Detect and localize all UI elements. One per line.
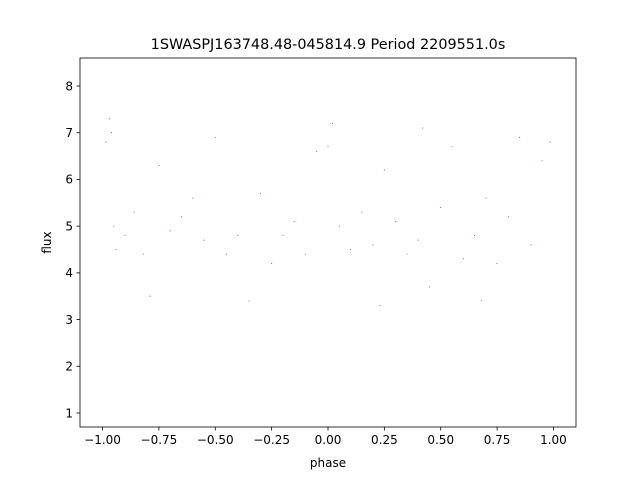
data-point [304,253,307,255]
x-tick-label: 1.00 [540,433,567,447]
data-point [549,141,551,143]
data-point [440,206,442,209]
data-point [350,248,352,251]
data-point [428,286,431,288]
data-point [480,300,482,302]
data-point [226,253,228,255]
y-axis-ticks: 1 2 3 4 5 6 7 8 [65,79,80,420]
data-point [248,300,250,302]
data-point [169,230,171,232]
chart-title: 1SWASPJ163748.48-045814.9 Period 2209551… [151,37,506,53]
data-point [111,132,113,134]
data-point [485,197,487,199]
y-tick-label: 6 [65,173,73,187]
data-point [462,258,464,260]
data-point [293,220,295,223]
x-tick-label: 0.00 [315,433,342,447]
data-point [422,127,424,129]
x-axis-label: phase [310,456,346,470]
x-tick-label: −0.25 [253,433,290,447]
data-point [271,262,273,265]
data-point [259,192,261,195]
data-point [541,160,543,162]
x-tick-label: 0.50 [427,433,454,447]
plot-area-frame [79,57,577,428]
data-point [158,164,160,166]
data-point [496,262,498,265]
x-axis-ticks: −1.00 −0.75 −0.50 −0.25 0.00 0.25 0.50 0.75 1.00 [84,427,567,447]
y-tick-label: 2 [65,360,73,374]
data-point [361,211,363,213]
data-point [237,234,239,237]
y-tick-label: 4 [65,266,73,280]
y-tick-label: 1 [65,406,73,420]
data-point [331,122,334,124]
data-point [124,234,126,237]
data-point [192,197,194,199]
data-point [474,234,476,237]
data-point [105,141,107,143]
y-axis-label: flux [40,231,54,253]
data-point [203,239,205,241]
y-tick-label: 8 [65,79,73,93]
x-tick-label: −0.75 [141,433,178,447]
data-point [451,146,453,148]
data-point [406,253,408,255]
y-tick-label: 7 [65,126,73,140]
data-point [115,248,117,251]
x-tick-label: −0.50 [197,433,234,447]
data-point [383,169,385,171]
data-point [282,234,284,237]
data-point [395,220,397,223]
data-point [214,136,216,138]
y-tick-label: 5 [65,219,73,233]
data-point [519,136,521,138]
data-point [372,244,374,246]
x-tick-label: 0.25 [371,433,398,447]
data-point [133,211,135,213]
data-point [316,150,318,152]
data-point [507,216,509,218]
y-tick-label: 3 [65,313,73,327]
data-points-layer [105,118,551,307]
data-point [327,146,329,148]
data-point [379,305,381,307]
data-point [338,225,340,227]
x-tick-label: 0.75 [484,433,511,447]
x-tick-label: −1.00 [84,433,121,447]
data-point [180,216,182,218]
data-point [142,253,144,255]
data-point [149,295,151,297]
data-point [530,244,532,246]
data-point [108,118,110,120]
data-point [417,239,419,241]
data-point [113,225,115,227]
